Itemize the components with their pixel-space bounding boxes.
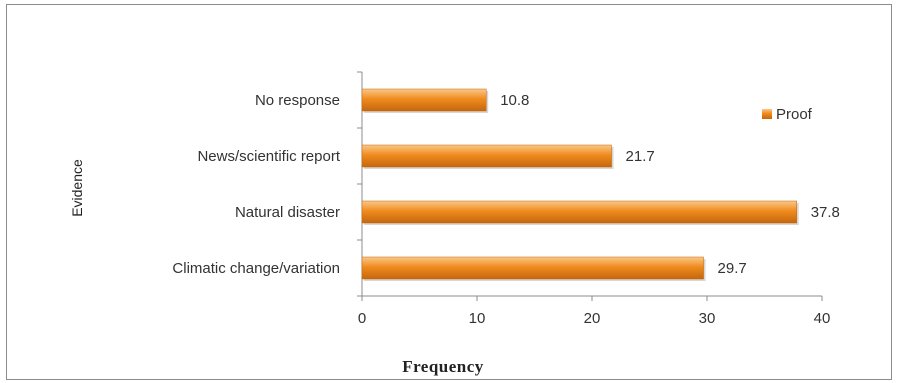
bar <box>361 256 704 280</box>
bars <box>361 88 799 281</box>
x-axis-title: Frequency <box>402 357 484 376</box>
data-label: 37.8 <box>811 204 840 221</box>
legend-swatch <box>762 109 772 119</box>
category-label: Climatic change/variation <box>172 260 340 277</box>
y-axis-title: Evidence <box>69 159 85 217</box>
data-label: 29.7 <box>718 260 747 277</box>
chart-frame <box>6 4 892 380</box>
x-tick-label: 30 <box>699 310 716 327</box>
labels: Climatic change/variation 29.7 Natural dis… <box>172 92 839 277</box>
bar <box>361 144 612 168</box>
data-label: 10.8 <box>500 92 529 109</box>
x-tick-label: 20 <box>584 310 601 327</box>
category-label: News/scientific report <box>197 148 340 165</box>
bar <box>361 200 797 224</box>
legend-label: Proof <box>776 106 813 123</box>
x-tick-label: 40 <box>814 310 831 327</box>
x-tick-label: 0 <box>358 310 366 327</box>
category-label: Natural disaster <box>235 204 340 221</box>
category-label: No response <box>255 92 340 109</box>
legend: Proof <box>762 106 813 123</box>
bar <box>361 88 487 112</box>
x-tick-label: 10 <box>469 310 486 327</box>
data-label: 21.7 <box>626 148 655 165</box>
